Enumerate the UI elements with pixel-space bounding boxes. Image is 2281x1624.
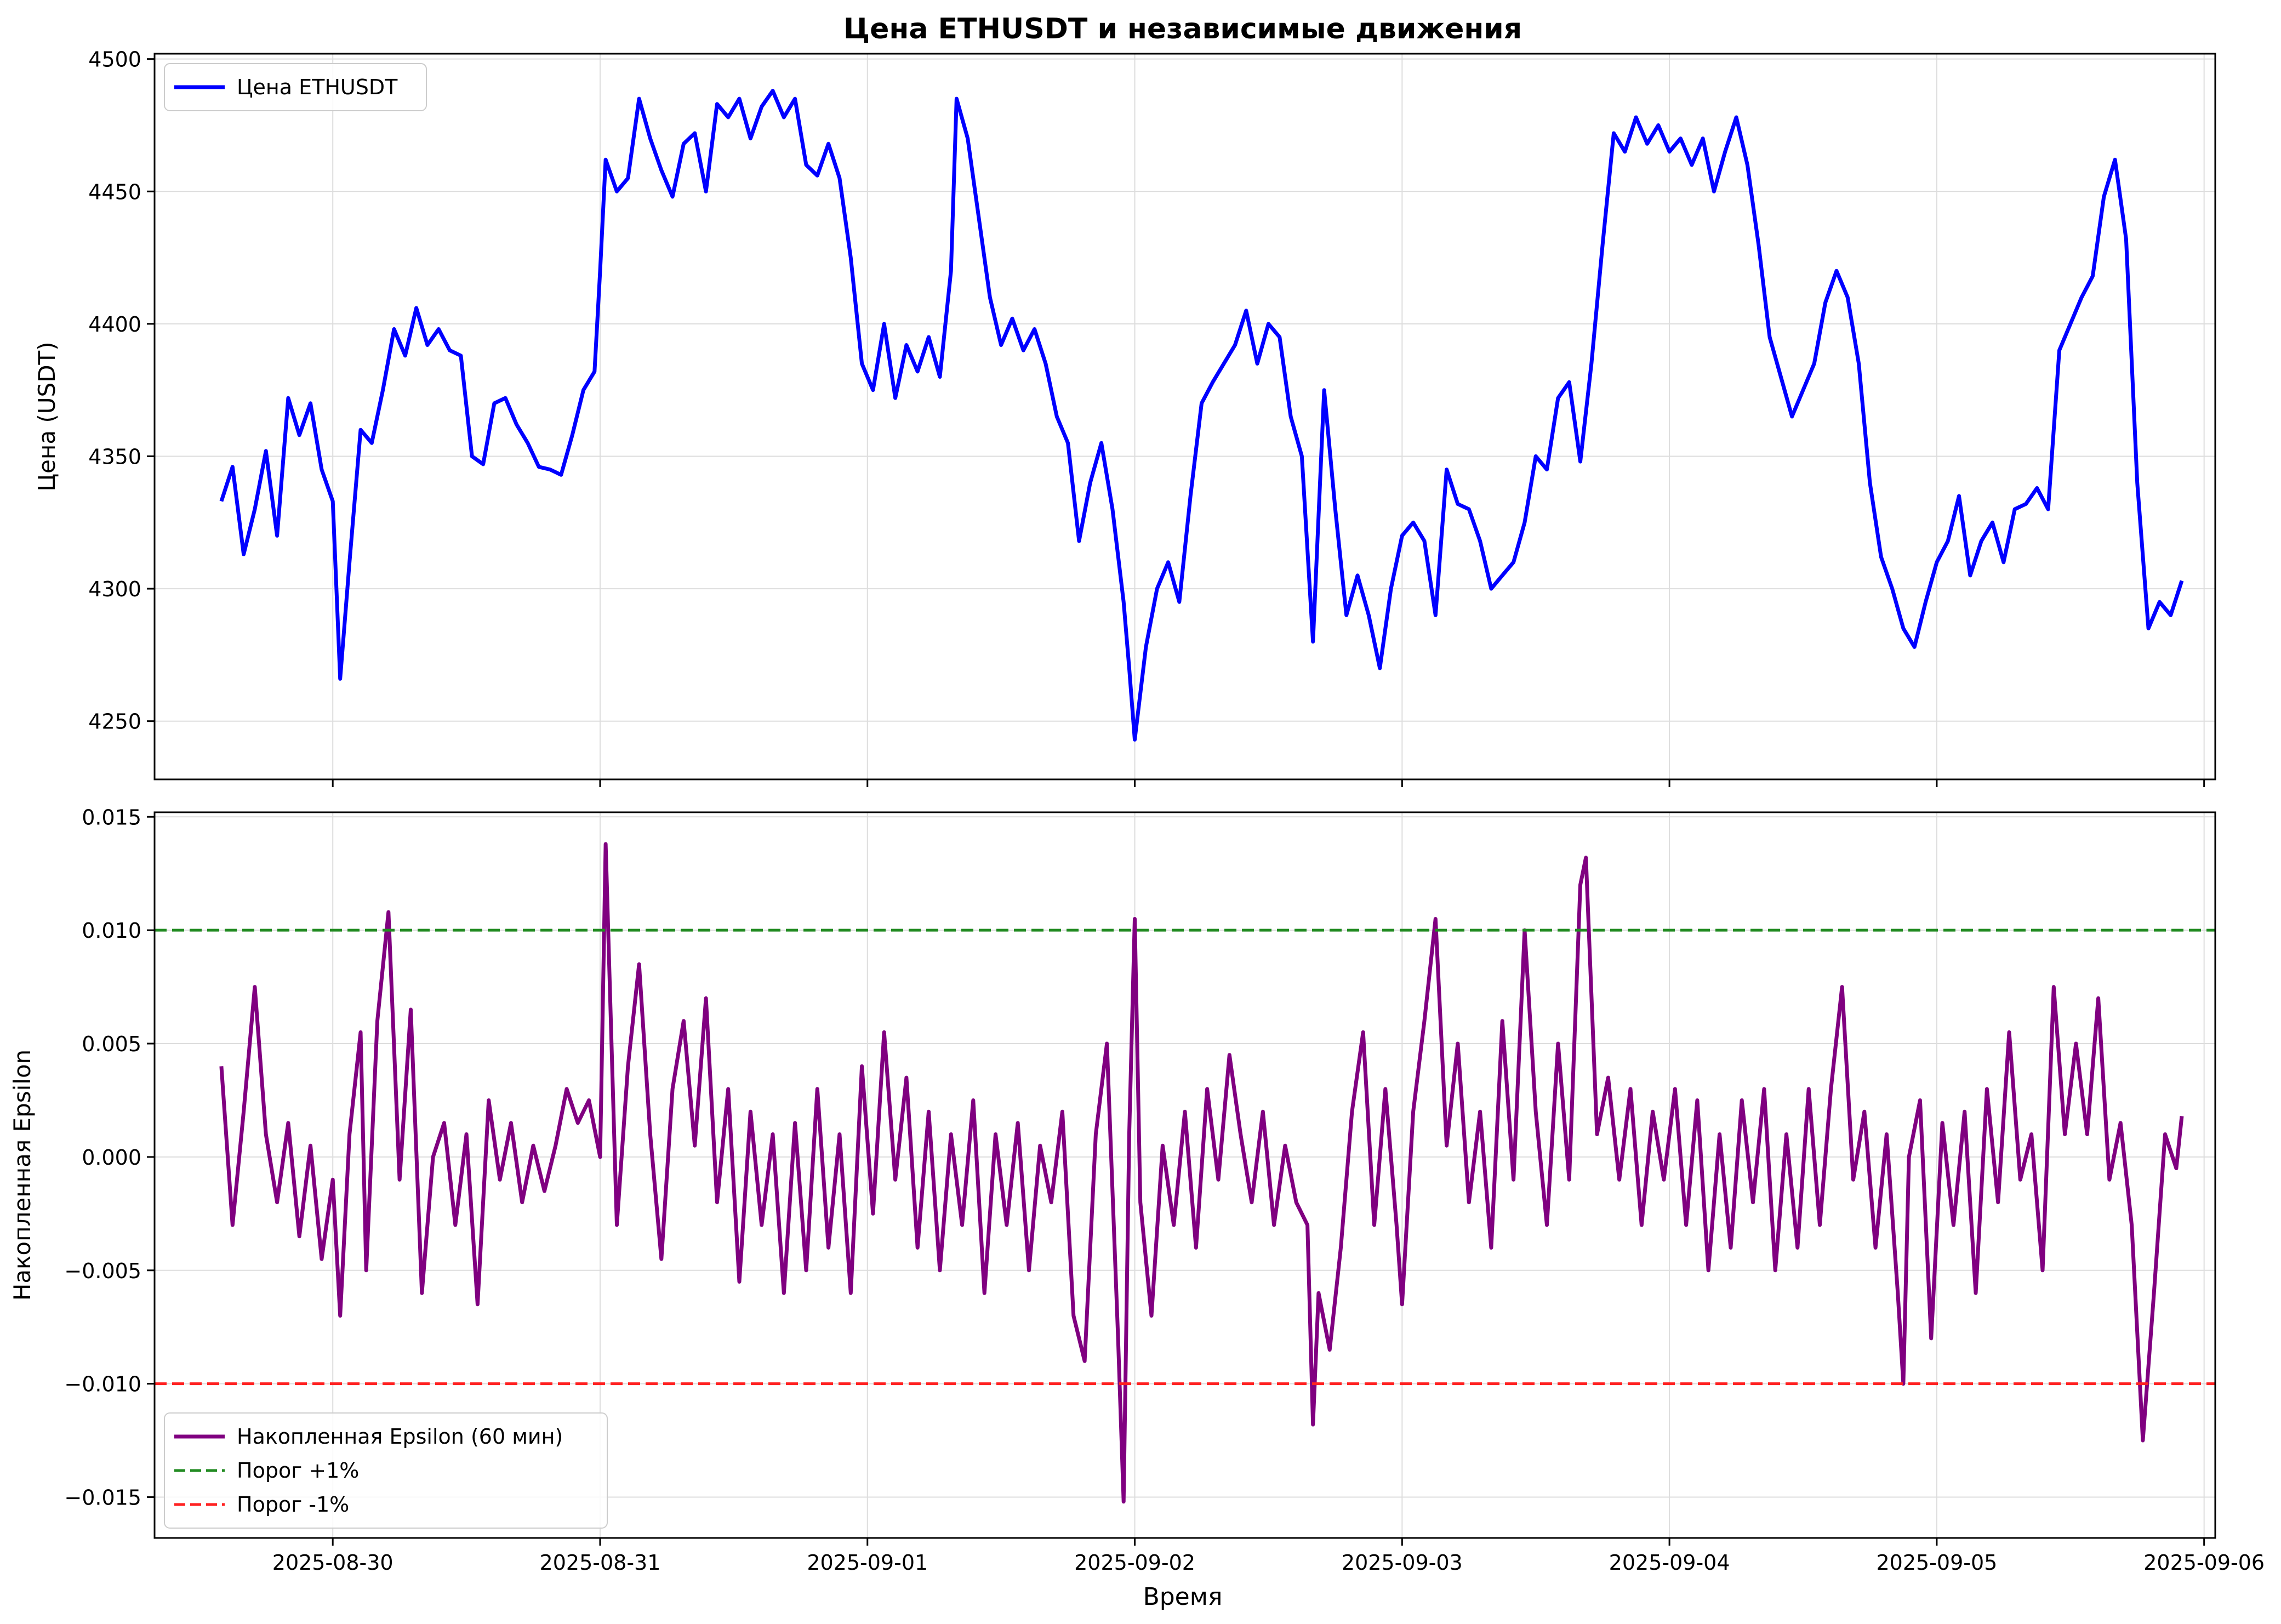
x-tick-label: 2025-09-02 [1074, 1551, 1195, 1575]
y-tick-label: −0.015 [64, 1486, 141, 1510]
y-tick-label: 4350 [88, 445, 141, 469]
price-panel: 4250 4300 4350 4400 4450 4500 Цена (USDT) Цен… [33, 48, 2216, 787]
y-tick-label: −0.010 [64, 1372, 141, 1397]
x-tick-label: 2025-09-06 [2143, 1551, 2265, 1575]
x-tick-label: 2025-09-03 [1342, 1551, 1463, 1575]
y-tick-label: −0.005 [64, 1259, 141, 1283]
legend-box [164, 63, 427, 111]
epsilon-x-ticks: 2025-08-30 2025-08-31 2025-09-01 2025-09-02… [272, 1538, 2265, 1575]
y-tick-label: 4500 [88, 48, 141, 72]
price-grid [155, 54, 2215, 779]
legend-label: Накопленная Epsilon (60 мин) [237, 1424, 563, 1449]
series-line-0 [219, 89, 2184, 742]
price-series-layer [219, 89, 2184, 742]
y-tick-label: 4250 [88, 710, 141, 734]
price-y-axis-label: Цена (USDT) [33, 341, 60, 491]
price-legend: Цена ETHUSDT [164, 63, 427, 111]
x-tick-label: 2025-08-31 [540, 1551, 661, 1575]
y-tick-label: 4450 [88, 180, 141, 204]
y-tick-label: 0.010 [82, 919, 141, 943]
y-tick-label: 4400 [88, 312, 141, 337]
epsilon-panel: −0.015 −0.010 −0.005 0.000 0.005 0.010 0.015 2… [9, 805, 2265, 1611]
x-tick-label: 2025-09-01 [807, 1551, 928, 1575]
epsilon-axes-frame [153, 811, 2216, 1539]
x-tick-label: 2025-09-05 [1876, 1551, 1997, 1575]
price-x-ticks [332, 779, 2205, 787]
epsilon-y-ticks: −0.015 −0.010 −0.005 0.000 0.005 0.010 0.015 [64, 805, 155, 1510]
chart-title: Цена ETHUSDT и независимые движения [843, 13, 1522, 45]
y-tick-label: 0.000 [82, 1146, 141, 1170]
x-tick-label: 2025-09-04 [1609, 1551, 1730, 1575]
x-axis-label: Время [1143, 1583, 1223, 1611]
y-tick-label: 0.005 [82, 1032, 141, 1056]
legend-label: Цена ETHUSDT [237, 75, 398, 99]
price-y-ticks: 4250 4300 4350 4400 4450 4500 [88, 48, 155, 734]
epsilon-y-axis-label: Накопленная Epsilon [9, 1050, 36, 1301]
y-tick-label: 0.015 [82, 805, 141, 829]
legend-box [164, 1412, 608, 1529]
legend-label: Порог +1% [237, 1458, 359, 1483]
x-tick-label: 2025-08-30 [272, 1551, 394, 1575]
epsilon-series-layer [155, 842, 2215, 1504]
price-axes-frame [153, 53, 2216, 780]
y-tick-label: 4300 [88, 577, 141, 601]
epsilon-legend: Накопленная Epsilon (60 мин) Порог +1% Пор… [164, 1412, 608, 1529]
series-line-0 [219, 842, 2184, 1504]
legend-label: Порог -1% [237, 1492, 349, 1517]
